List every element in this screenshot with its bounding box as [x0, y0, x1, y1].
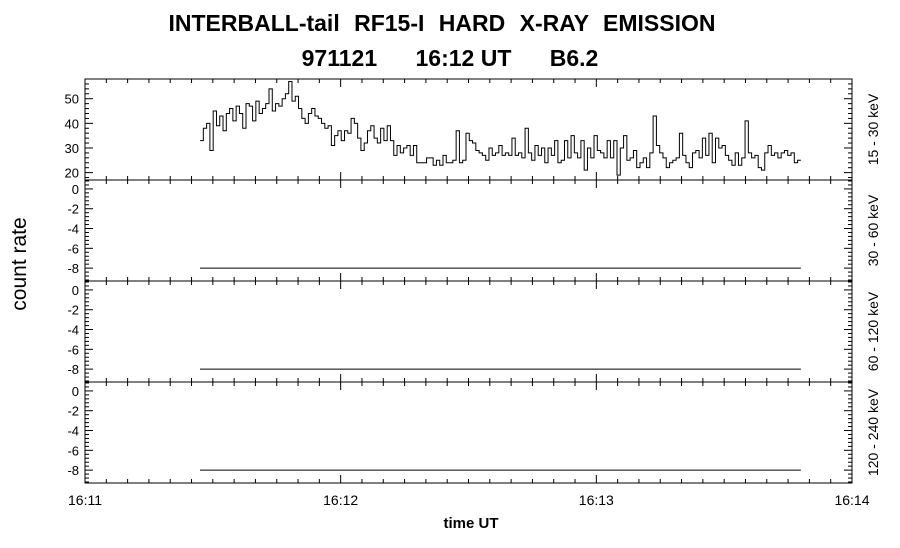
subtitle-date: 971121 — [301, 45, 378, 71]
chart-subtitle: 971121 16:12 UT B6.2 — [0, 45, 900, 72]
y-tick-label: -6 — [67, 342, 79, 357]
panel-energy-label: 30 - 60 keV — [865, 194, 881, 266]
chart-title: INTERBALL-tail RF15-I HARD X-RAY EMISSIO… — [168, 10, 716, 36]
x-tick-label: 16:14 — [834, 492, 869, 508]
y-tick-label: -2 — [67, 404, 79, 419]
series-line-15-30kev — [200, 80, 801, 176]
y-tick-label: -2 — [67, 303, 79, 318]
x-tick-label: 16:13 — [579, 492, 614, 508]
y-tick-label: 0 — [72, 182, 79, 197]
y-tick-label: 20 — [65, 166, 79, 181]
panel-frame — [84, 381, 853, 484]
x-tick-label: 16:12 — [323, 492, 358, 508]
y-tick-label: -4 — [67, 222, 79, 237]
y-tick-label: 0 — [72, 283, 79, 298]
y-tick-label: -2 — [67, 202, 79, 217]
y-tick-label: -8 — [67, 362, 79, 377]
panel-energy-label: 15 - 30 keV — [865, 93, 881, 165]
panel-frame — [84, 179, 853, 282]
panel-energy-label: 120 - 240 keV — [865, 388, 881, 476]
y-tick-label: -6 — [67, 443, 79, 458]
y-tick-label: 30 — [65, 141, 79, 156]
y-tick-label: 40 — [65, 116, 79, 131]
y-tick-label: 50 — [65, 92, 79, 107]
y-tick-label: 0 — [72, 384, 79, 399]
y-tick-label: -4 — [67, 323, 79, 338]
x-tick-label: 16:11 — [68, 492, 102, 508]
y-tick-label: -6 — [67, 241, 79, 256]
panel-energy-label: 60 - 120 keV — [865, 291, 881, 371]
panel-frame — [84, 78, 853, 181]
subtitle-time: 16:12 UT — [415, 45, 512, 71]
y-tick-label: -4 — [67, 424, 79, 439]
x-axis-label: time UT — [443, 515, 499, 532]
panel-frame — [84, 280, 853, 383]
y-tick-label: -8 — [67, 463, 79, 478]
y-tick-label: -8 — [67, 261, 79, 276]
subtitle-class: B6.2 — [549, 45, 599, 71]
